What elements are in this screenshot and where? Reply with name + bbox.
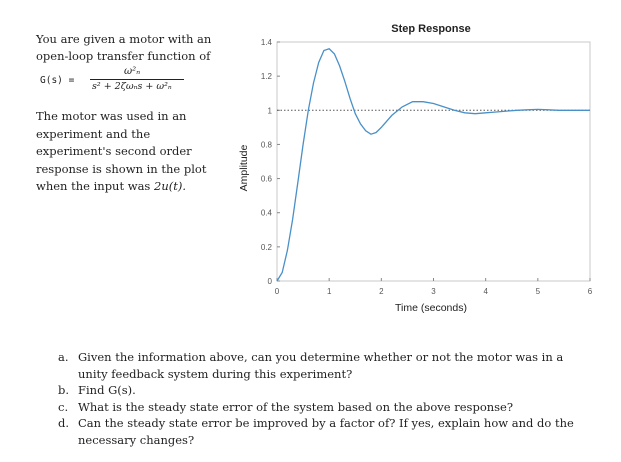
question-text: What is the steady state error of the sy… (78, 399, 514, 414)
intro-line-1: You are given a motor with an (36, 32, 212, 46)
intro-line-2: open-loop transfer function of (36, 49, 211, 63)
x-tick-label: 1 (327, 287, 332, 296)
x-tick-label: 4 (483, 287, 488, 296)
formula-numerator: ω²ₙ (124, 66, 141, 77)
step-response-chart: Step Response Time (seconds) Amplitude 0… (238, 23, 593, 314)
experiment-text: The motor was used in an experiment and … (36, 109, 207, 193)
y-tick-label: 1.4 (261, 38, 273, 47)
y-tick-label: 1 (268, 106, 273, 115)
question-a: a. Given the information above, can you d… (52, 349, 592, 382)
x-tick-label: 2 (379, 287, 384, 296)
fraction-bar (90, 79, 184, 80)
y-tick-label: 0.6 (261, 175, 273, 184)
questions-list: a. Given the information above, can you d… (52, 349, 592, 448)
x-tick-label: 3 (431, 287, 436, 296)
question-c: c. What is the steady state error of the … (52, 399, 592, 416)
y-tick-label: 1.2 (261, 72, 273, 81)
y-axis-label: Amplitude (238, 145, 250, 192)
question-text: Find G(s). (78, 383, 136, 397)
x-tick-label: 5 (536, 287, 541, 296)
input-expression: 2u(t). (154, 179, 186, 193)
transfer-function-formula: G(s) = ω²ₙ s² + 2ζωₙs + ω²ₙ (36, 66, 206, 96)
question-marker: a. (58, 350, 69, 364)
experiment-description: The motor was used in an experiment and … (36, 108, 226, 196)
formula-denominator: s² + 2ζωₙs + ω²ₙ (92, 81, 172, 92)
x-tick-label: 6 (588, 287, 593, 296)
question-text: Can the steady state error be improved b… (78, 416, 574, 447)
intro-text: You are given a motor with an open-loop … (36, 31, 226, 65)
formula-lhs: G(s) = (40, 75, 75, 86)
step-response-line (276, 48, 590, 282)
y-tick-label: 0 (268, 277, 273, 286)
question-marker: c. (58, 399, 69, 414)
y-tick-label: 0.8 (261, 140, 273, 149)
axis-ticks: 0 1 2 3 4 5 6 0 0.2 0.4 0.6 0.8 1 1.2 1.4 (261, 38, 593, 296)
question-marker: d. (58, 416, 70, 430)
question-marker: b. (58, 383, 70, 397)
question-b: b. Find G(s). (52, 382, 592, 399)
chart-title: Step Response (391, 23, 470, 35)
x-axis-label: Time (seconds) (395, 302, 467, 314)
y-tick-label: 0.4 (261, 209, 273, 218)
x-tick-label: 0 (275, 287, 280, 296)
question-text: Given the information above, can you det… (78, 350, 564, 381)
y-tick-label: 0.2 (261, 243, 273, 252)
question-d: d. Can the steady state error be improved… (52, 415, 592, 448)
plot-area (276, 41, 591, 282)
